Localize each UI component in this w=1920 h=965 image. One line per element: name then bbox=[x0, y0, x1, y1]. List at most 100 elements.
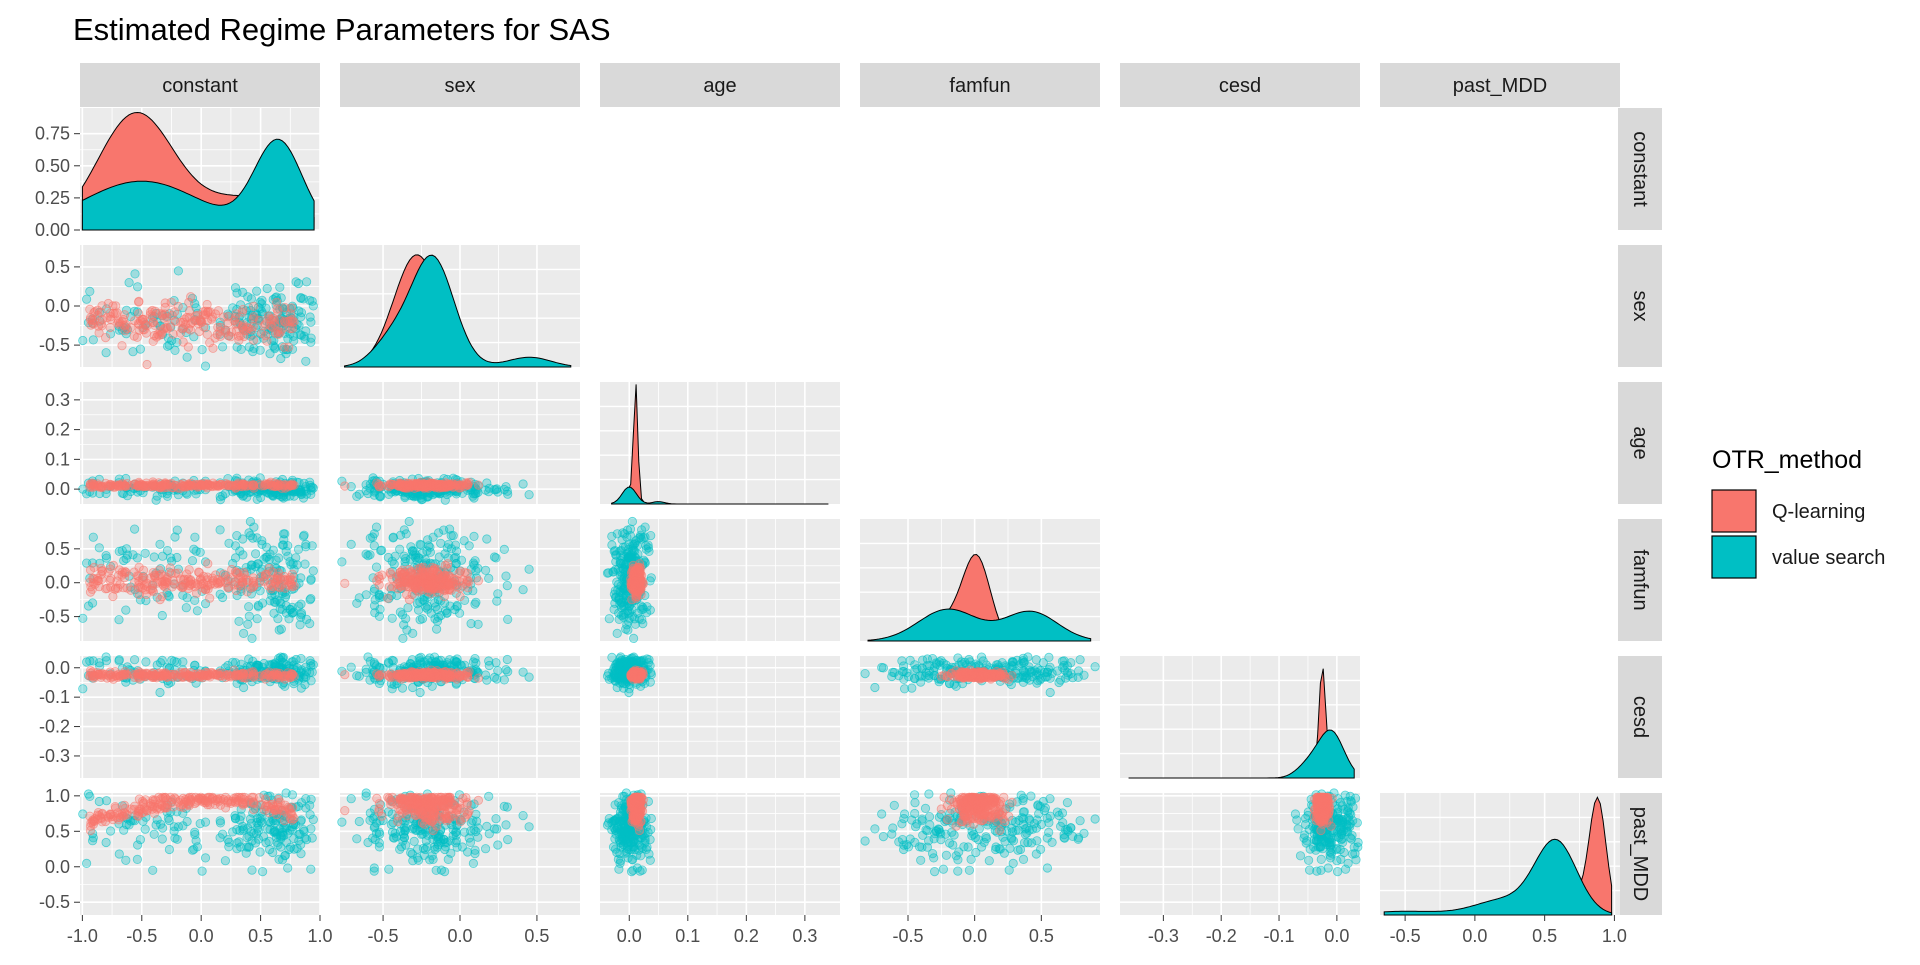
point-q-learning bbox=[288, 670, 296, 678]
point-value-search bbox=[122, 606, 130, 614]
point-value-search bbox=[603, 569, 611, 577]
point-value-search bbox=[474, 620, 482, 628]
panel-age-cesd bbox=[600, 653, 840, 778]
point-value-search bbox=[647, 574, 655, 582]
point-value-search bbox=[245, 843, 253, 851]
point-value-search bbox=[878, 663, 886, 671]
point-value-search bbox=[102, 349, 110, 357]
point-q-learning bbox=[209, 577, 217, 585]
point-q-learning bbox=[176, 329, 184, 337]
panel-age-age bbox=[600, 382, 840, 504]
point-value-search bbox=[613, 629, 621, 637]
panel-constant-age bbox=[79, 382, 320, 504]
point-q-learning bbox=[197, 581, 205, 589]
point-q-learning bbox=[149, 337, 157, 345]
point-value-search bbox=[95, 544, 103, 552]
point-value-search bbox=[275, 626, 283, 634]
point-value-search bbox=[221, 857, 229, 865]
point-value-search bbox=[1008, 661, 1016, 669]
point-value-search bbox=[1045, 653, 1053, 661]
point-value-search bbox=[245, 612, 253, 620]
point-value-search bbox=[369, 533, 377, 541]
point-value-search bbox=[297, 293, 305, 301]
point-value-search bbox=[418, 615, 426, 623]
point-value-search bbox=[460, 537, 468, 545]
point-value-search bbox=[493, 675, 501, 683]
point-value-search bbox=[248, 866, 256, 874]
point-value-search bbox=[171, 346, 179, 354]
point-value-search bbox=[118, 546, 126, 554]
point-value-search bbox=[924, 674, 932, 682]
point-value-search bbox=[239, 535, 247, 543]
point-q-learning bbox=[87, 582, 95, 590]
point-value-search bbox=[258, 540, 266, 548]
point-value-search bbox=[306, 596, 314, 604]
point-value-search bbox=[281, 852, 289, 860]
point-value-search bbox=[299, 532, 307, 540]
point-value-search bbox=[192, 547, 200, 555]
point-value-search bbox=[307, 576, 315, 584]
point-q-learning bbox=[179, 583, 187, 591]
point-value-search bbox=[296, 330, 304, 338]
point-q-learning bbox=[204, 560, 212, 568]
point-q-learning bbox=[288, 481, 296, 489]
panel-sex-famfun bbox=[338, 517, 580, 642]
point-value-search bbox=[174, 823, 182, 831]
point-value-search bbox=[179, 591, 187, 599]
point-q-learning bbox=[109, 592, 117, 600]
point-value-search bbox=[401, 558, 409, 566]
column-strip-label: age bbox=[703, 75, 736, 97]
point-value-search bbox=[432, 625, 440, 633]
point-value-search bbox=[647, 670, 655, 678]
point-value-search bbox=[628, 517, 636, 525]
row-strip-label: past_MDD bbox=[1629, 807, 1651, 901]
point-q-learning bbox=[149, 673, 157, 681]
point-q-learning bbox=[114, 317, 122, 325]
point-value-search bbox=[235, 617, 243, 625]
point-q-learning bbox=[285, 581, 293, 589]
column-strip-label: sex bbox=[444, 75, 475, 97]
point-q-learning bbox=[386, 673, 394, 681]
point-q-learning bbox=[192, 589, 200, 597]
point-q-learning bbox=[87, 321, 95, 329]
point-value-search bbox=[102, 838, 110, 846]
point-value-search bbox=[388, 614, 396, 622]
point-value-search bbox=[254, 560, 262, 568]
point-q-learning bbox=[249, 805, 257, 813]
point-value-search bbox=[525, 565, 533, 573]
point-q-learning bbox=[286, 317, 294, 325]
point-q-learning bbox=[240, 481, 248, 489]
point-value-search bbox=[422, 603, 430, 611]
point-q-learning bbox=[185, 566, 193, 574]
point-value-search bbox=[610, 605, 618, 613]
point-q-learning bbox=[263, 337, 271, 345]
point-q-learning bbox=[179, 338, 187, 346]
point-q-learning bbox=[114, 481, 122, 489]
point-value-search bbox=[493, 597, 501, 605]
point-value-search bbox=[625, 657, 633, 665]
point-value-search bbox=[370, 542, 378, 550]
point-value-search bbox=[174, 267, 182, 275]
point-q-learning bbox=[474, 481, 482, 489]
point-value-search bbox=[1019, 657, 1027, 665]
point-value-search bbox=[612, 669, 620, 677]
point-value-search bbox=[216, 819, 224, 827]
point-q-learning bbox=[114, 571, 122, 579]
point-q-learning bbox=[633, 568, 641, 576]
point-value-search bbox=[239, 822, 247, 830]
point-q-learning bbox=[176, 575, 184, 583]
point-value-search bbox=[156, 688, 164, 696]
point-q-learning bbox=[385, 583, 393, 591]
column-strip-label: famfun bbox=[949, 75, 1010, 97]
point-q-learning bbox=[276, 328, 284, 336]
point-value-search bbox=[276, 831, 284, 839]
point-value-search bbox=[152, 821, 160, 829]
point-value-search bbox=[296, 621, 304, 629]
point-value-search bbox=[125, 278, 133, 286]
point-value-search bbox=[309, 302, 317, 310]
point-value-search bbox=[225, 539, 233, 547]
point-value-search bbox=[1036, 676, 1044, 684]
point-value-search bbox=[307, 795, 315, 803]
point-value-search bbox=[1091, 663, 1099, 671]
point-q-learning bbox=[240, 570, 248, 578]
